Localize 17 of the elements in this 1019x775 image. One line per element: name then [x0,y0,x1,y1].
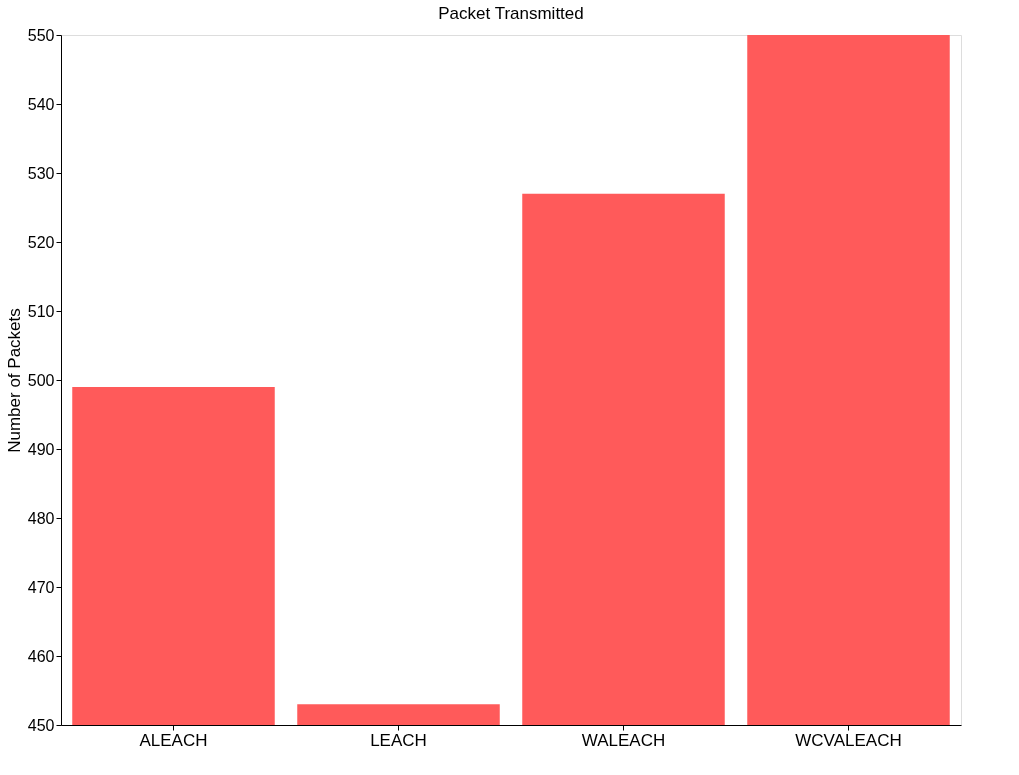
x-tick-label: LEACH [370,730,427,750]
y-tick-label: 550 [27,26,55,44]
y-tick-label: 540 [27,95,55,113]
y-tick-label: 450 [27,716,55,734]
x-tick-label: WCVALEACH [795,730,902,750]
y-tick-label: 460 [27,647,55,665]
y-tick-label: 500 [27,371,55,389]
y-tick-label: 510 [27,302,55,320]
y-tick-label: 490 [27,440,55,458]
x-tick-label: WALEACH [581,730,666,750]
y-tick-label: 480 [27,509,55,527]
y-tick-label: 520 [27,233,55,251]
y-tick-label: 530 [27,164,55,182]
y-axis-title: Number of Packets [4,308,24,453]
x-tick-label: ALEACH [139,730,208,750]
chart-title: Packet Transmitted [438,4,584,23]
y-tick-label: 470 [27,578,55,596]
